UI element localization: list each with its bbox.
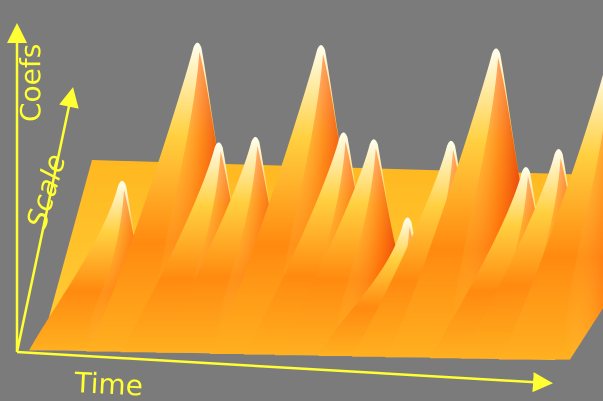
coefs-axis-label: Coefs [14, 44, 47, 122]
time-axis [16, 350, 553, 393]
ridge-shadow [452, 57, 531, 358]
ridge-shadow [564, 130, 603, 360]
ridge-group [29, 42, 603, 360]
time-axis-label: Time [73, 366, 144, 401]
scale-axis-label: Scale [20, 150, 72, 232]
scale-axis [15, 87, 79, 353]
ridge-shadow [335, 148, 408, 356]
